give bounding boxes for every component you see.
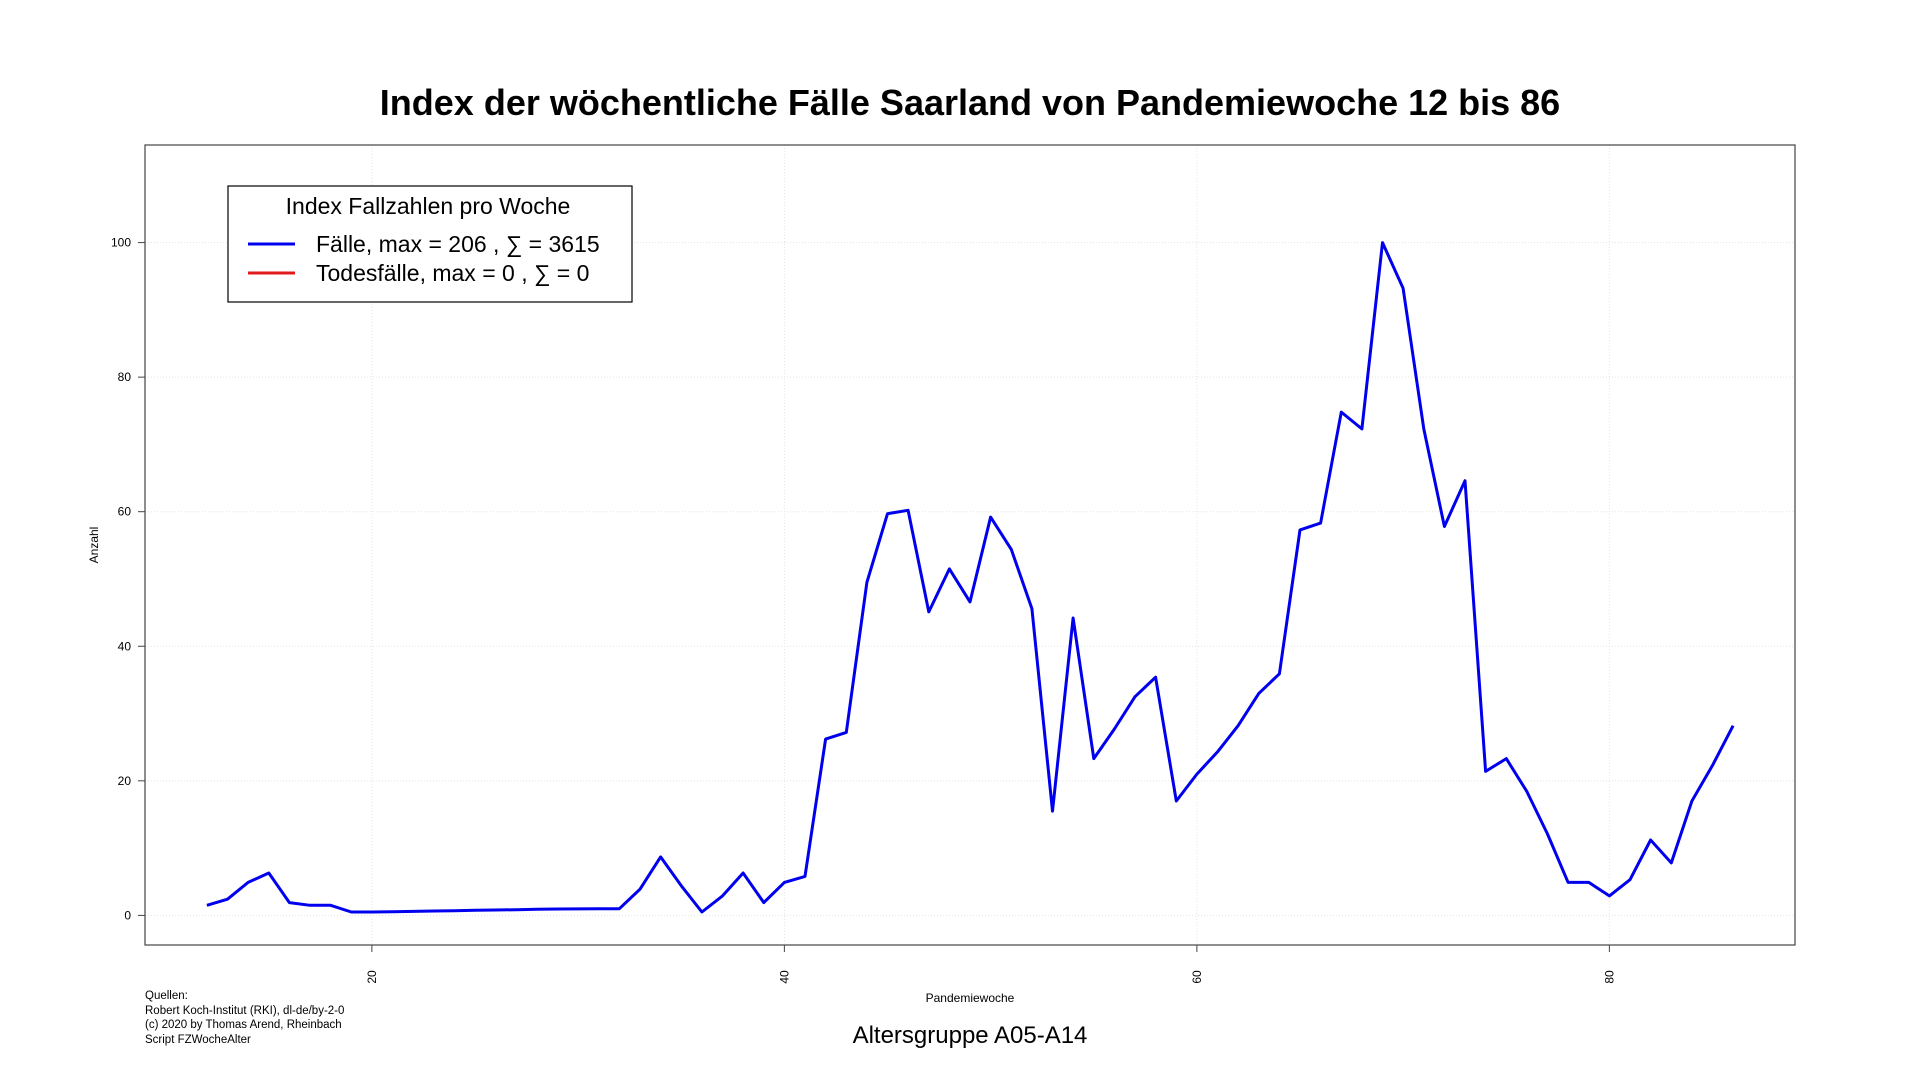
y-tick-label: 80 [118, 370, 132, 384]
plot-frame [144, 144, 1796, 946]
y-axis-label: Anzahl [87, 527, 101, 564]
y-tick-label: 40 [118, 639, 132, 653]
x-axis-label: Pandemiewoche [926, 991, 1015, 1005]
y-tick-label: 100 [111, 236, 131, 250]
grid [145, 145, 1795, 945]
legend: Index Fallzahlen pro Woche Fälle, max = … [227, 185, 633, 303]
legend-title: Index Fallzahlen pro Woche [286, 193, 571, 219]
source-label: Quellen: [145, 990, 188, 1002]
legend-entry-faelle: Fälle, max = 206 , ∑ = 3615 [316, 231, 600, 257]
source-note: Quellen: Robert Koch-Institut (RKI), dl-… [145, 989, 344, 1047]
series-layer [206, 241, 1735, 914]
source-line: Script FZWocheAlter [145, 1033, 251, 1046]
legend-entry-todesfaelle: Todesfälle, max = 0 , ∑ = 0 [316, 260, 589, 286]
source-line: (c) 2020 by Thomas Arend, Rheinbach [145, 1019, 342, 1031]
legend-box [227, 185, 633, 303]
x-tick-label: 80 [1602, 970, 1616, 984]
y-tick-label: 0 [124, 908, 131, 922]
chart-subtitle: Altersgruppe A05-A14 [852, 1022, 1088, 1049]
x-tick-label: 60 [1190, 970, 1204, 984]
x-tick-label: 20 [365, 970, 379, 984]
chart-title: Index der wöchentliche Fälle Saarland vo… [380, 82, 1560, 123]
y-tick-label: 20 [118, 774, 132, 788]
series-line-0 [206, 241, 1735, 914]
x-tick-label: 40 [777, 970, 791, 984]
x-axis: 20 40 60 80 [365, 945, 1616, 984]
y-axis: 0 20 40 60 80 100 [111, 236, 145, 922]
source-line: Robert Koch-Institut (RKI), dl-de/by-2-0 [145, 1004, 345, 1017]
y-tick-label: 60 [118, 505, 132, 519]
